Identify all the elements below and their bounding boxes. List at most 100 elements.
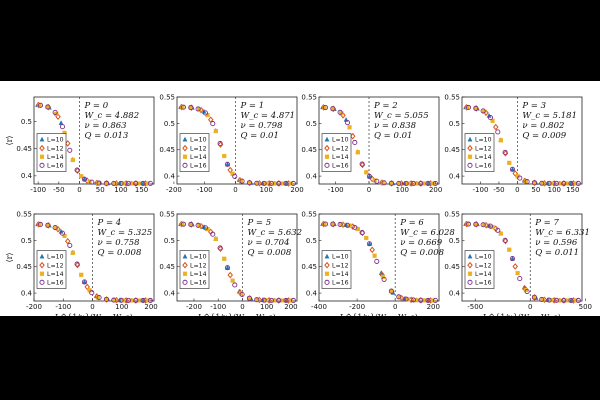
point-l16 [210,231,216,237]
x-tick-label: 50 [96,186,105,194]
point-l14 [230,278,235,283]
point-l16 [103,180,109,186]
y-tick-label: 0.5 [449,120,460,128]
legend-entry: L=16 [47,280,64,287]
legend: L=10L=12 L=14 L=16 [464,250,495,289]
point-l12 [512,170,518,177]
point-l12 [512,263,518,270]
point-l16 [217,140,223,147]
y-tick-label: 0.55 [159,93,175,101]
y-tick-label: 0.55 [444,93,460,101]
point-l16 [210,121,216,127]
y-tick-label: 0.4 [449,289,461,297]
legend-marker-l14 [39,154,45,159]
point-l14 [70,250,75,255]
point-l12 [227,166,233,174]
point-l16 [52,224,58,231]
point-l16 [561,297,567,303]
point-l16 [133,297,139,304]
point-l16 [539,180,545,186]
legend-marker-l10 [182,136,188,142]
point-l16 [254,297,260,303]
point-l16 [224,265,230,271]
x-tick-label: 0 [367,186,371,194]
point-l16 [575,180,581,187]
point-l14 [372,253,377,258]
point-l16 [509,166,515,172]
x-tick-label: -400 [311,303,327,311]
legend: L=10L=12 L=14 L=16 [179,133,210,172]
point-l16 [224,161,230,167]
data-points [178,103,296,187]
y-tick-label: 0.45 [159,146,175,154]
point-l16 [188,105,194,111]
legend-marker-l10 [467,136,473,142]
point-l16 [344,119,351,126]
legend-entry: L=10 [332,137,349,144]
point-l16 [290,180,296,187]
point-l16 [432,180,438,187]
legend-marker-l16 [182,279,188,285]
point-l12 [84,283,90,291]
y-tick-label: 0.5 [21,118,32,126]
point-l16 [74,167,80,173]
point-l16 [531,180,537,186]
point-l16 [232,282,238,288]
x-tick-label: 500 [579,303,592,311]
point-l16 [195,222,201,228]
y-tick-label: 0.5 [306,237,317,245]
point-l16 [502,149,508,155]
point-l16 [322,104,329,111]
point-l12 [350,132,356,140]
legend-entry: L=12 [475,262,492,269]
panel-p7: -500 0 500 0.4 0.45 0.5 0.55 P = 7 W_c = 6.331 ν … [444,210,592,316]
point-l16 [74,261,80,267]
point-l16 [517,175,523,181]
point-l16 [337,221,343,228]
point-l16 [381,276,387,282]
point-l14 [79,272,84,277]
legend: L=10L=12 L=14 L=16 [464,133,495,172]
legend: L=10L=12 L=14 L=16 [321,133,352,172]
point-l16 [465,221,472,227]
point-l16 [473,105,479,111]
legend-marker-l12 [467,144,473,152]
legend-entry: L=10 [47,254,64,261]
point-l16 [487,223,494,229]
panel-p3: -100 -50 0 50 100 150 0.4 0.45 0.5 0.55 P = 3 W_c =… [444,93,583,194]
y-tick-label: 0.55 [301,93,317,101]
point-l16 [67,242,73,248]
legend-entry: L=16 [475,280,492,287]
point-l14 [213,236,218,242]
point-l16 [487,115,494,121]
point-l16 [140,297,146,304]
point-l16 [575,297,581,304]
fit-annotation: P = 4 W_c = 5.325 ν = 0.758 Q = 0.008 [97,218,153,258]
point-l16 [374,258,380,264]
point-l16 [118,180,124,186]
point-l16 [254,180,260,186]
point-l16 [147,180,153,187]
point-l16 [396,294,402,300]
point-l16 [425,297,431,303]
point-l16 [195,106,201,112]
fit-annotation: P = 1 W_c = 4.871 ν = 0.798 Q = 0.01 [239,101,295,141]
legend-marker-l10 [467,253,473,259]
point-l16 [133,180,139,187]
point-l16 [111,180,117,186]
x-tick-label: -100 [328,186,344,194]
legend-entry: L=14 [475,154,492,161]
legend-entry: L=12 [332,262,349,269]
point-l16 [276,297,282,303]
x-tick-label: 200 [427,303,440,311]
point-l16 [359,230,365,236]
panel-p1: -200 -100 0 100 200 0.4 0.45 0.5 0.55 P = 1 W_c = … [159,93,303,194]
y-axis-label: ⟨r⟩ [5,135,14,145]
fit-annotation: P = 3 W_c = 5.181 ν = 0.802 Q = 0.009 [521,101,577,141]
legend-marker-l12 [39,144,45,152]
legend-entry: L=12 [190,262,207,269]
point-l16 [45,222,51,228]
fit-annotation: P = 7 W_c = 6.331 ν = 0.596 Q = 0.011 [534,218,590,258]
legend-entry: L=14 [47,154,64,161]
legend-marker-l14 [39,271,45,276]
